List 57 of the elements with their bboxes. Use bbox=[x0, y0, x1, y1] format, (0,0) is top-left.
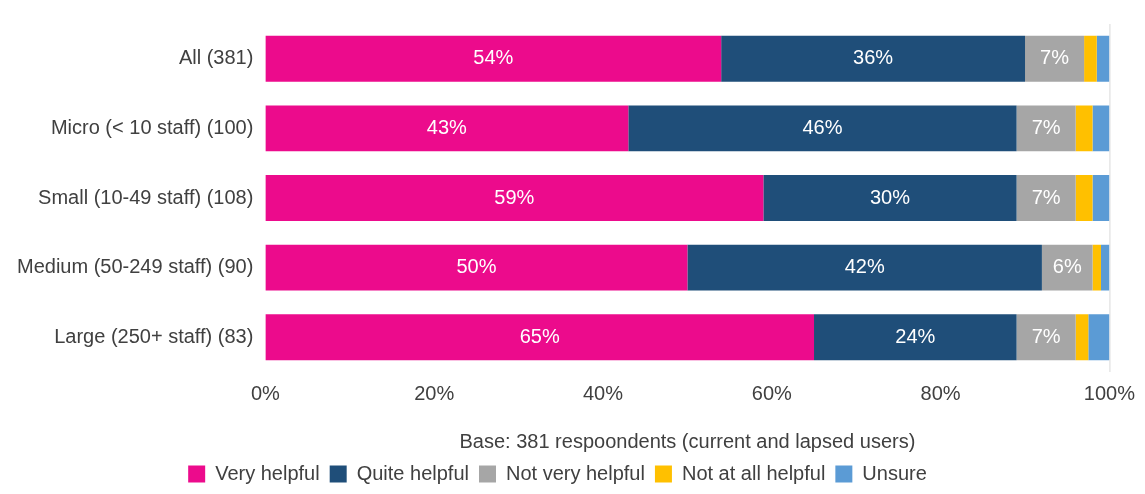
bar bbox=[1092, 105, 1110, 152]
data-label: 42% bbox=[844, 255, 885, 278]
legend-label: Not very helpful bbox=[505, 461, 645, 484]
text: Base: 381 respoondents (current and lapsed users) bbox=[459, 429, 916, 452]
bar bbox=[763, 175, 1017, 221]
legend-label: Not at all helpful bbox=[681, 461, 826, 484]
legend-label: Quite helpful bbox=[356, 461, 469, 484]
bar bbox=[687, 244, 1042, 291]
bar bbox=[1075, 175, 1093, 221]
data-label: 6% bbox=[1052, 255, 1082, 278]
bar bbox=[1088, 314, 1110, 361]
bar bbox=[1096, 35, 1110, 82]
bar bbox=[1016, 175, 1076, 221]
x-tick-label: 20% bbox=[414, 381, 455, 404]
data-label: 24% bbox=[895, 324, 936, 347]
x-tick-label: 60% bbox=[751, 381, 793, 404]
bar bbox=[265, 314, 815, 361]
data-label: 50% bbox=[456, 255, 497, 278]
bar bbox=[1016, 314, 1076, 361]
data-label: 7% bbox=[1040, 46, 1070, 69]
bar bbox=[265, 175, 764, 221]
data-label: 7% bbox=[1031, 324, 1061, 347]
y-tick-label: All (381) bbox=[178, 46, 254, 69]
bar bbox=[1075, 105, 1093, 152]
x-tick-label: 40% bbox=[582, 381, 624, 404]
x-tick-label: 100% bbox=[1083, 381, 1136, 404]
bar bbox=[1016, 105, 1076, 152]
data-label: 7% bbox=[1031, 185, 1061, 208]
y-tick-label: Micro (< 10 staff) (100) bbox=[50, 115, 254, 138]
y-tick-label: Medium (50-249 staff) (90) bbox=[16, 255, 254, 278]
legend-label: Unsure bbox=[862, 461, 927, 484]
bar bbox=[265, 105, 629, 152]
bar bbox=[265, 35, 722, 82]
y-tick-label: Large (250+ staff) (83) bbox=[54, 324, 254, 347]
bar bbox=[814, 314, 1017, 361]
bar bbox=[265, 244, 688, 291]
bar bbox=[1092, 244, 1101, 291]
legend-label: Very helpful bbox=[215, 461, 320, 484]
x-tick-label: 80% bbox=[920, 381, 961, 404]
bar bbox=[1092, 175, 1110, 221]
bar bbox=[1084, 35, 1097, 82]
data-label: 54% bbox=[473, 46, 514, 69]
data-label: 59% bbox=[494, 185, 535, 208]
data-label: 46% bbox=[802, 115, 843, 138]
bar bbox=[1025, 35, 1085, 82]
data-label: 30% bbox=[869, 185, 911, 208]
bar bbox=[1100, 244, 1110, 291]
bar bbox=[721, 35, 1026, 82]
bar bbox=[1075, 314, 1089, 361]
data-label: 7% bbox=[1031, 115, 1061, 138]
data-label: 65% bbox=[519, 324, 560, 347]
x-tick-label: 0% bbox=[250, 381, 281, 404]
bar bbox=[628, 105, 1017, 152]
data-label: 36% bbox=[853, 46, 894, 69]
data-label: 43% bbox=[426, 115, 468, 138]
bar bbox=[1041, 244, 1093, 291]
y-tick-label: Small (10-49 staff) (108) bbox=[38, 185, 254, 208]
